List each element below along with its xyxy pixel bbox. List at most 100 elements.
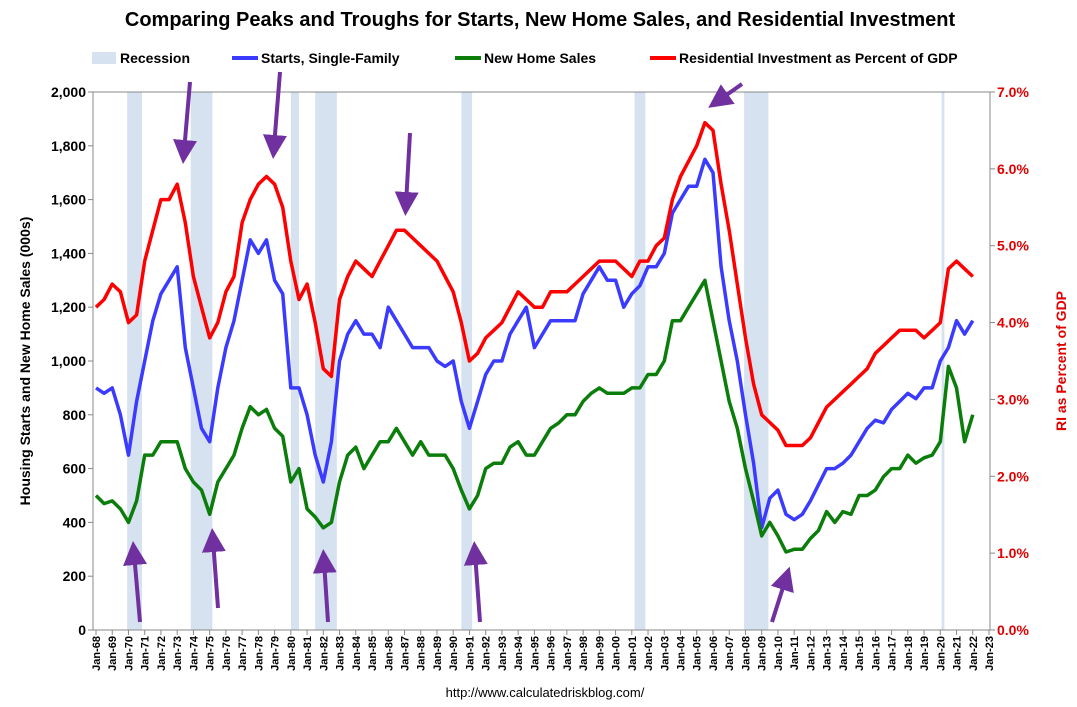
x-tick-label: Jan-86 [383,636,395,671]
y2-tick-label: 6.0% [997,161,1029,177]
plot-area: 0 200 400 600 800 1,000 1,200 1,400 1,600 1,800 2,… [51,84,1030,671]
x-tick-label: Jan-04 [676,635,688,671]
x-tick-label: Jan-16 [870,636,882,671]
x-tick-label: Jan-23 [984,636,996,671]
x-tick-label: Jan-07 [724,636,736,671]
x-tick-label: Jan-98 [578,636,590,671]
y2-tick-label: 0.0% [997,622,1029,638]
x-tick-label: Jan-88 [416,636,428,671]
x-tick-label: Jan-17 [887,636,899,671]
x-tick-label: Jan-05 [692,636,704,671]
recession-band [290,92,299,630]
arrow [123,541,147,623]
x-tick-label: Jan-81 [302,636,314,671]
x-tick-label: Jan-70 [123,636,135,671]
recession-band [315,92,337,630]
arrow [770,566,794,623]
x-tick-label: Jan-18 [903,636,915,671]
x-tick-label: Jan-95 [529,636,541,671]
legend-label: Starts, Single-Family [261,50,400,66]
y2-tick-label: 4.0% [997,315,1029,331]
x-tick-label: Jan-74 [188,635,200,671]
y-tick-label: 400 [63,514,87,530]
x-tick-label: Jan-80 [286,636,298,671]
arrows [123,71,794,623]
x-tick-label: Jan-97 [562,636,574,671]
y-tick-label: 1,200 [51,299,86,315]
x-tick-label: Jan-00 [611,636,623,671]
recession-band [190,92,213,630]
x-tick-label: Jan-15 [854,636,866,671]
y2-tick-label: 5.0% [997,238,1029,254]
x-tick-label: Jan-78 [253,636,265,671]
x-tick-label: Jan-11 [789,636,801,670]
y2-tick-label: 2.0% [997,468,1029,484]
x-tick-label: Jan-06 [708,636,720,671]
x-tick-label: Jan-82 [318,636,330,671]
x-tick-label: Jan-73 [172,636,184,671]
y-tick-label: 1,400 [51,245,86,261]
recession-band [127,92,143,630]
y-tick-label: 1,600 [51,192,86,208]
arrow [312,549,337,623]
x-tick-label: Jan-85 [367,636,379,671]
x-tick-label: Jan-76 [221,636,233,671]
arrow [463,541,488,623]
recession-band [634,92,646,630]
x-tick-label: Jan-19 [919,636,931,671]
y-tick-label: 1,800 [51,138,86,154]
y-tick-label: 0 [78,622,86,638]
x-tick-label: Jan-69 [107,636,119,671]
series-line [94,278,975,554]
legend: Recession Starts, Single-Family New Home S… [92,50,958,66]
y2-tick-label: 3.0% [997,391,1029,407]
x-tick-label: Jan-68 [91,636,103,671]
x-tick-label: Jan-01 [627,636,639,671]
recession-band [941,92,945,630]
y-tick-label: 600 [63,461,87,477]
x-tick-label: Jan-14 [838,635,850,671]
x-tick-label: Jan-08 [740,636,752,671]
arrow [262,71,287,159]
arrow [201,528,226,609]
x-tick-label: Jan-77 [237,636,249,671]
y2-tick-label: 7.0% [997,84,1029,100]
x-tick-label: Jan-09 [757,636,769,671]
legend-label: Residential Investment as Percent of GDP [679,50,958,66]
x-tick-label: Jan-10 [773,636,785,671]
x-tick-label: Jan-96 [546,636,558,671]
x-tick-label: Jan-21 [952,636,964,671]
x-tick-label: Jan-12 [805,636,817,671]
x-tick-label: Jan-79 [270,636,282,671]
y-tick-label: 2,000 [51,84,86,100]
source-note: http://www.calculatedriskblog.com/ [446,685,645,700]
legend-swatch [92,52,116,64]
y-tick-label: 1,000 [51,353,86,369]
x-tick-label: Jan-90 [448,636,460,671]
arrow [173,81,197,164]
x-tick-label: Jan-02 [643,636,655,671]
x-tick-label: Jan-22 [968,636,980,671]
y2-axis-label: RI as Percent of GDP [1053,291,1069,431]
recession-band [461,92,473,630]
arrow [708,82,744,108]
legend-label: Recession [120,50,190,66]
x-tick-label: Jan-94 [513,635,525,671]
series-line [94,120,974,448]
x-tick-label: Jan-89 [432,636,444,671]
arrow [394,132,419,216]
y2-tick-label: 1.0% [997,545,1029,561]
x-tick-label: Jan-92 [481,636,493,671]
y-tick-label: 200 [63,568,87,584]
x-tick-label: Jan-84 [351,635,363,671]
x-tick-label: Jan-03 [659,636,671,671]
series-line [95,157,975,530]
chart-title: Comparing Peaks and Troughs for Starts, … [125,9,956,31]
x-tick-label: Jan-99 [594,636,606,671]
x-tick-label: Jan-20 [935,636,947,671]
x-tick-label: Jan-71 [140,636,152,671]
x-tick-label: Jan-83 [335,636,347,671]
recession-band [744,92,769,630]
